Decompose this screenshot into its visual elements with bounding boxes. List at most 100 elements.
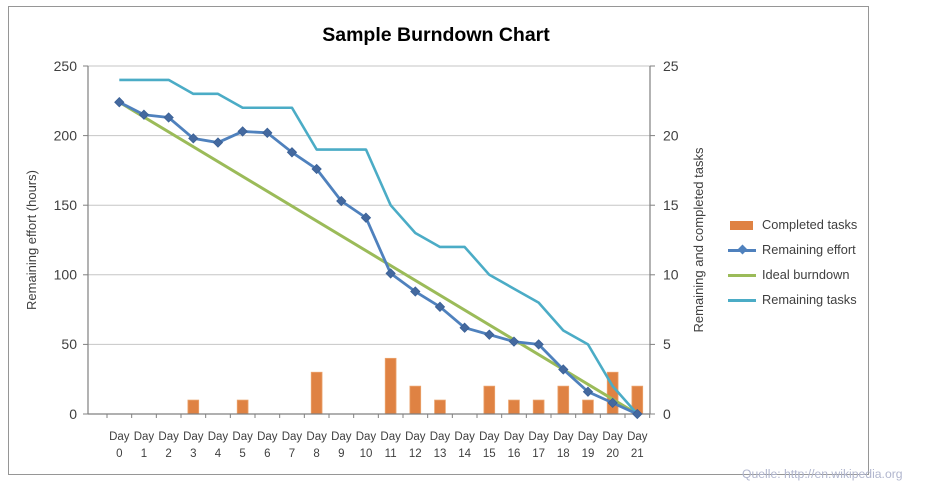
axis-tick-labels: 0 50 100 150 200 250 0 5 10 15 20 25 Day 0 Day 1 Day 2 Day… bbox=[54, 58, 679, 460]
x-tick-label-num: 9 bbox=[338, 448, 344, 460]
legend-item-completed-tasks: Completed tasks bbox=[728, 212, 898, 237]
bar-day-19 bbox=[582, 399, 594, 415]
x-tick-label-day: Day bbox=[134, 431, 155, 443]
effort-marker-day-20 bbox=[607, 397, 618, 409]
ideal-burndown-swatch-icon bbox=[728, 270, 756, 280]
left-axis-tick-label: 200 bbox=[54, 127, 78, 143]
x-tick-label-day: Day bbox=[627, 431, 648, 443]
bar-day-5 bbox=[236, 399, 249, 415]
right-axis-tick-label: 10 bbox=[663, 267, 679, 283]
bar-day-13 bbox=[434, 399, 446, 415]
right-axis-tick-label: 0 bbox=[663, 406, 671, 422]
completed-tasks-bars bbox=[187, 357, 644, 415]
x-tick-label-day: Day bbox=[306, 431, 327, 443]
bar-day-8 bbox=[310, 371, 323, 415]
effort-marker-day-5 bbox=[237, 126, 248, 137]
effort-marker-day-2 bbox=[163, 112, 174, 123]
left-axis-tick-label: 250 bbox=[54, 58, 78, 74]
x-tick-label-num: 11 bbox=[385, 448, 397, 460]
right-axis-title: Remaining and completed tasks bbox=[691, 147, 706, 332]
legend-label: Remaining effort bbox=[762, 242, 856, 257]
x-tick-label-day: Day bbox=[528, 431, 549, 443]
x-tick-label-day: Day bbox=[454, 431, 475, 443]
x-tick-label-day: Day bbox=[183, 431, 204, 443]
effort-marker-day-16 bbox=[508, 336, 520, 347]
x-tick-label-num: 20 bbox=[606, 448, 619, 460]
x-tick-label-day: Day bbox=[578, 431, 599, 443]
effort-marker-day-9 bbox=[336, 195, 347, 207]
left-axis-tick-label: 0 bbox=[69, 406, 77, 422]
right-axis-tick-label: 15 bbox=[663, 197, 679, 213]
x-tick-label-num: 8 bbox=[313, 448, 319, 460]
bar-day-15 bbox=[483, 385, 496, 415]
left-axis-tick-label: 150 bbox=[54, 197, 78, 213]
x-tick-label-num: 2 bbox=[165, 448, 171, 460]
x-tick-label-day: Day bbox=[405, 431, 426, 443]
effort-marker-day-4 bbox=[212, 137, 224, 148]
watermark-source-text: Quelle: http://en.wikipedia.org bbox=[742, 467, 903, 481]
right-axis-tick-label: 25 bbox=[663, 58, 679, 74]
legend: Completed tasks Remaining effort Ideal b… bbox=[728, 212, 898, 312]
chart-outer-frame bbox=[8, 6, 869, 475]
legend-label: Completed tasks bbox=[762, 217, 858, 232]
x-tick-label-day: Day bbox=[602, 431, 623, 443]
effort-marker-day-17 bbox=[533, 339, 544, 350]
effort-marker-day-3 bbox=[188, 133, 199, 144]
legend-label: Remaining tasks bbox=[762, 292, 857, 307]
x-tick-label-day: Day bbox=[356, 431, 377, 443]
x-tick-label-num: 17 bbox=[532, 448, 545, 460]
ideal-line bbox=[117, 100, 639, 416]
gridlines bbox=[88, 65, 650, 345]
completed-tasks-swatch-icon bbox=[728, 220, 756, 230]
effort-marker-day-11 bbox=[385, 268, 396, 279]
x-tick-label-num: 1 bbox=[141, 448, 147, 460]
x-tick-label-num: 21 bbox=[631, 448, 644, 460]
x-tick-label-day: Day bbox=[479, 431, 500, 443]
effort-marker-day-12 bbox=[410, 286, 421, 297]
effort-marker-day-0 bbox=[114, 97, 125, 108]
x-tick-label-day: Day bbox=[257, 431, 278, 443]
remaining-effort-line bbox=[114, 97, 643, 420]
x-tick-label-num: 18 bbox=[557, 448, 570, 460]
x-tick-label-num: 19 bbox=[582, 448, 595, 460]
bar-day-11 bbox=[384, 357, 397, 415]
left-axis-tick-label: 100 bbox=[54, 267, 78, 283]
x-tick-label-num: 5 bbox=[239, 448, 245, 460]
chart-title: Sample Burndown Chart bbox=[322, 24, 550, 46]
effort-marker-day-21 bbox=[632, 408, 643, 420]
x-tick-label-day: Day bbox=[282, 431, 303, 443]
axis-lines bbox=[83, 65, 655, 418]
effort-marker-day-1 bbox=[138, 109, 150, 120]
effort-marker-day-14 bbox=[459, 322, 470, 333]
legend-item-remaining-effort: Remaining effort bbox=[728, 237, 898, 262]
x-tick-label-num: 6 bbox=[264, 448, 270, 460]
remaining-tasks-line bbox=[119, 78, 639, 415]
x-tick-label-num: 10 bbox=[360, 448, 373, 460]
right-axis-tick-label: 5 bbox=[663, 336, 671, 352]
x-tick-label-day: Day bbox=[430, 431, 451, 443]
legend-item-ideal-burndown: Ideal burndown bbox=[728, 262, 898, 287]
x-tick-label-num: 0 bbox=[116, 448, 122, 460]
effort-marker-day-10 bbox=[360, 212, 372, 223]
x-tick-label-day: Day bbox=[331, 431, 352, 443]
x-tick-label-day: Day bbox=[208, 431, 229, 443]
x-tick-label-num: 12 bbox=[409, 448, 422, 460]
x-tick-label-num: 3 bbox=[190, 448, 196, 460]
tasks-line bbox=[119, 78, 639, 415]
legend-label: Ideal burndown bbox=[762, 267, 850, 282]
x-tick-label-num: 16 bbox=[508, 448, 521, 460]
ideal-burndown-line bbox=[117, 100, 639, 416]
effort-marker-day-18 bbox=[558, 364, 569, 375]
effort-marker-day-7 bbox=[286, 147, 298, 158]
effort-marker-day-15 bbox=[484, 329, 495, 340]
effort-marker-day-8 bbox=[311, 163, 322, 175]
x-tick-label-day: Day bbox=[158, 431, 179, 443]
remaining-effort-swatch-icon bbox=[728, 244, 756, 255]
bar-day-3 bbox=[187, 399, 200, 415]
x-tick-label-num: 7 bbox=[289, 448, 295, 460]
x-tick-label-num: 4 bbox=[215, 448, 222, 460]
bar-day-18 bbox=[557, 385, 570, 415]
right-axis-tick-label: 20 bbox=[663, 127, 679, 143]
